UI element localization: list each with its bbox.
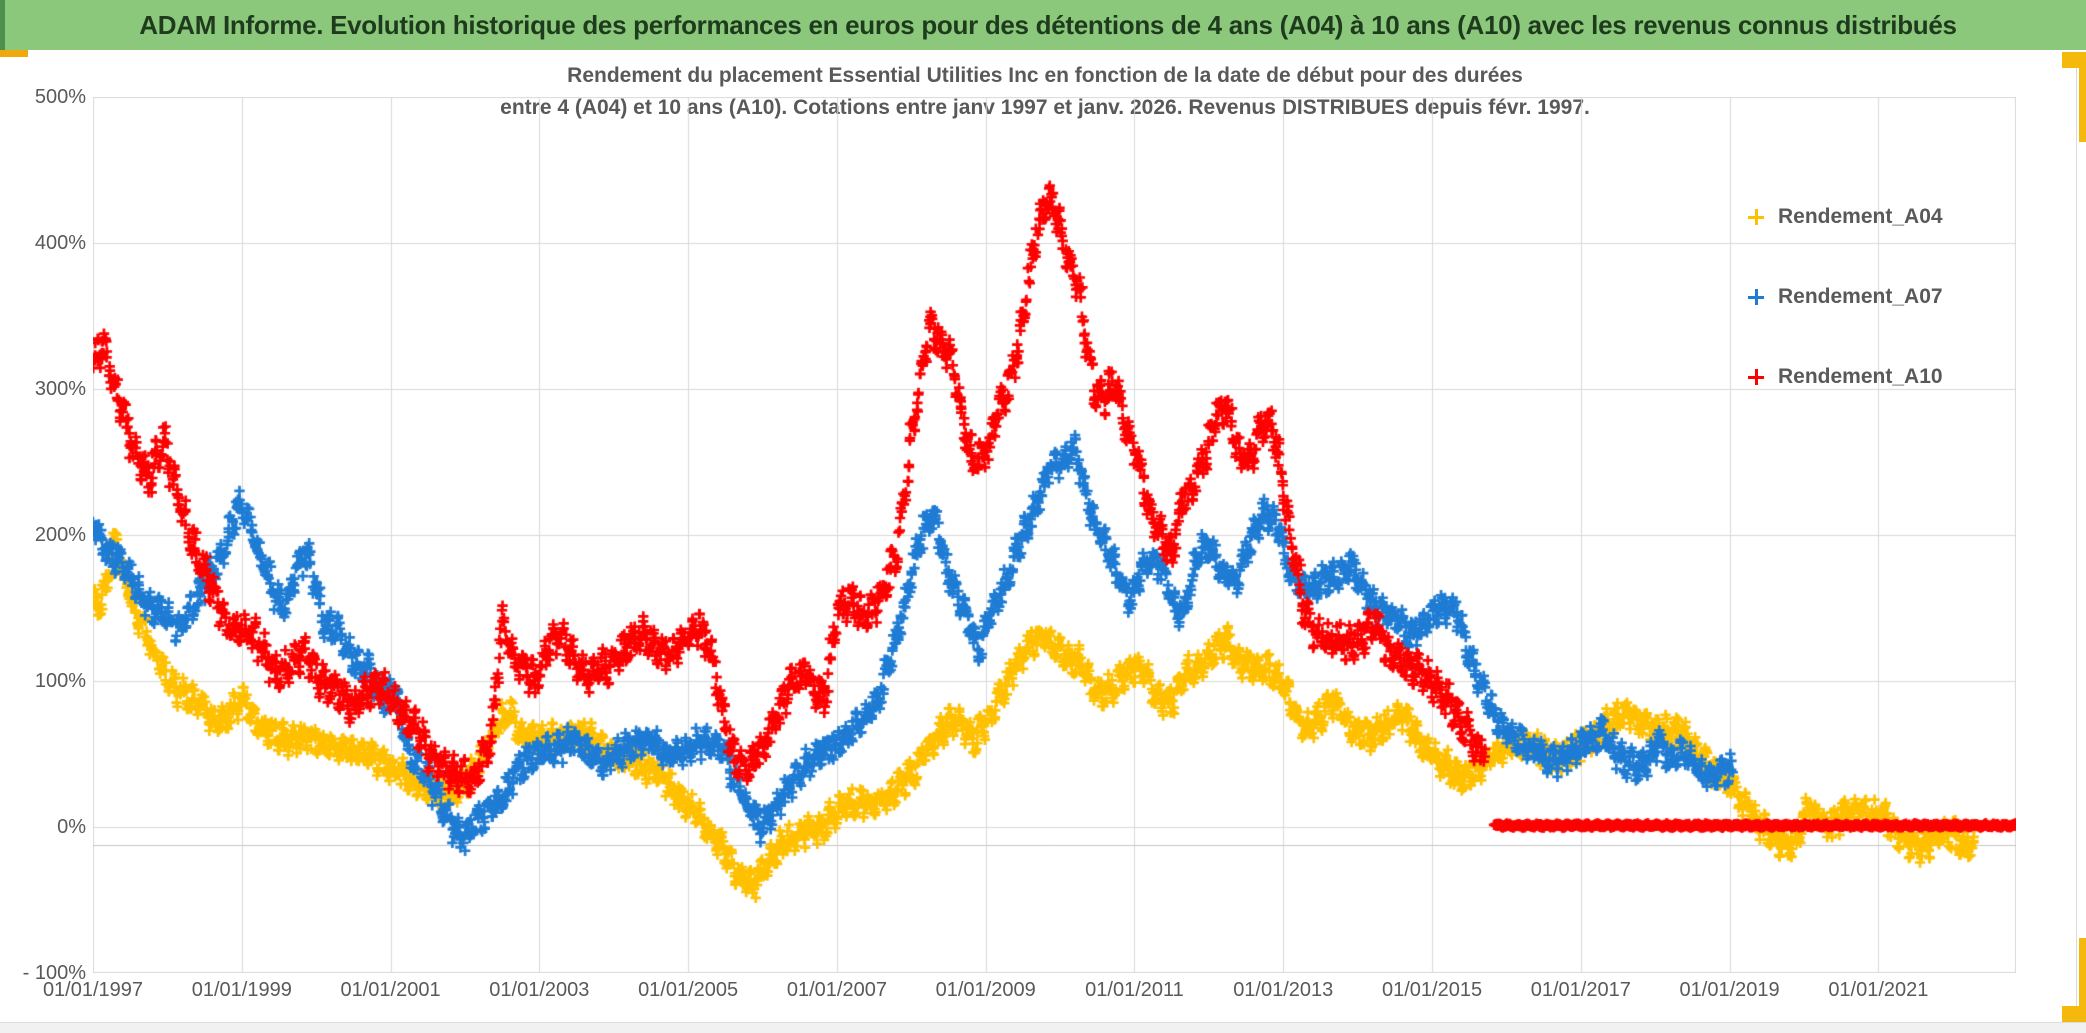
scatter-plot-area bbox=[93, 97, 2016, 973]
legend-row-a04: Rendement_A04 bbox=[1748, 200, 1943, 234]
x-tick-label: 01/01/1999 bbox=[191, 979, 292, 1001]
x-tick-label: 01/01/2005 bbox=[638, 979, 739, 1001]
legend-row-a10: Rendement_A10 bbox=[1748, 360, 1943, 394]
chart-legend: Rendement_A04 Rendement_A07 Rendement_A1… bbox=[1748, 200, 1943, 440]
y-tick-label: 0% bbox=[57, 816, 86, 838]
y-tick-label: 200% bbox=[34, 524, 86, 546]
plus-marker-icon-a10 bbox=[1748, 369, 1764, 385]
yellow-accent-tab-left bbox=[0, 50, 28, 57]
legend-label-a10: Rendement_A10 bbox=[1778, 365, 1943, 388]
plus-marker-icon-a04 bbox=[1748, 209, 1764, 225]
x-tick-label: 01/01/2011 bbox=[1085, 979, 1184, 1001]
x-tick-label: 01/01/2017 bbox=[1530, 979, 1631, 1001]
x-tick-label: 01/01/2019 bbox=[1679, 979, 1780, 1001]
yellow-bracket-top-right-arm bbox=[2079, 52, 2086, 142]
x-tick-label: 01/01/2009 bbox=[935, 979, 1036, 1001]
legend-label-a07: Rendement_A07 bbox=[1778, 285, 1943, 308]
x-tick-label: 01/01/2021 bbox=[1828, 979, 1929, 1001]
yellow-bracket-bottom-right bbox=[2062, 1006, 2086, 1022]
x-tick-label: 01/01/2013 bbox=[1233, 979, 1334, 1001]
chart-frame-border-right bbox=[2076, 52, 2077, 1022]
banner-title: ADAM Informe. Evolution historique des p… bbox=[139, 9, 1957, 40]
yellow-bracket-bottom-right-arm bbox=[2079, 938, 2086, 1022]
legend-row-a07: Rendement_A07 bbox=[1748, 280, 1943, 314]
x-tick-label: 01/01/2015 bbox=[1381, 979, 1483, 1001]
y-tick-label: 300% bbox=[34, 378, 86, 400]
x-tick-label: 01/01/1997 bbox=[42, 979, 144, 1001]
x-tick-label: 01/01/2001 bbox=[340, 979, 441, 1001]
y-tick-label: 500% bbox=[34, 86, 86, 108]
plus-marker-icon-a07 bbox=[1748, 289, 1764, 305]
title-banner: ADAM Informe. Evolution historique des p… bbox=[0, 0, 2086, 50]
legend-label-a04: Rendement_A04 bbox=[1778, 205, 1943, 228]
chart-title-line1: Rendement du placement Essential Utiliti… bbox=[567, 64, 1523, 87]
x-tick-label: 01/01/2003 bbox=[489, 979, 590, 1001]
x-tick-label: 01/01/2007 bbox=[786, 979, 887, 1001]
y-tick-label: - 100% bbox=[22, 962, 86, 984]
bottom-strip bbox=[0, 1022, 2086, 1033]
y-tick-label: 100% bbox=[34, 670, 86, 692]
y-tick-label: 400% bbox=[34, 232, 86, 254]
